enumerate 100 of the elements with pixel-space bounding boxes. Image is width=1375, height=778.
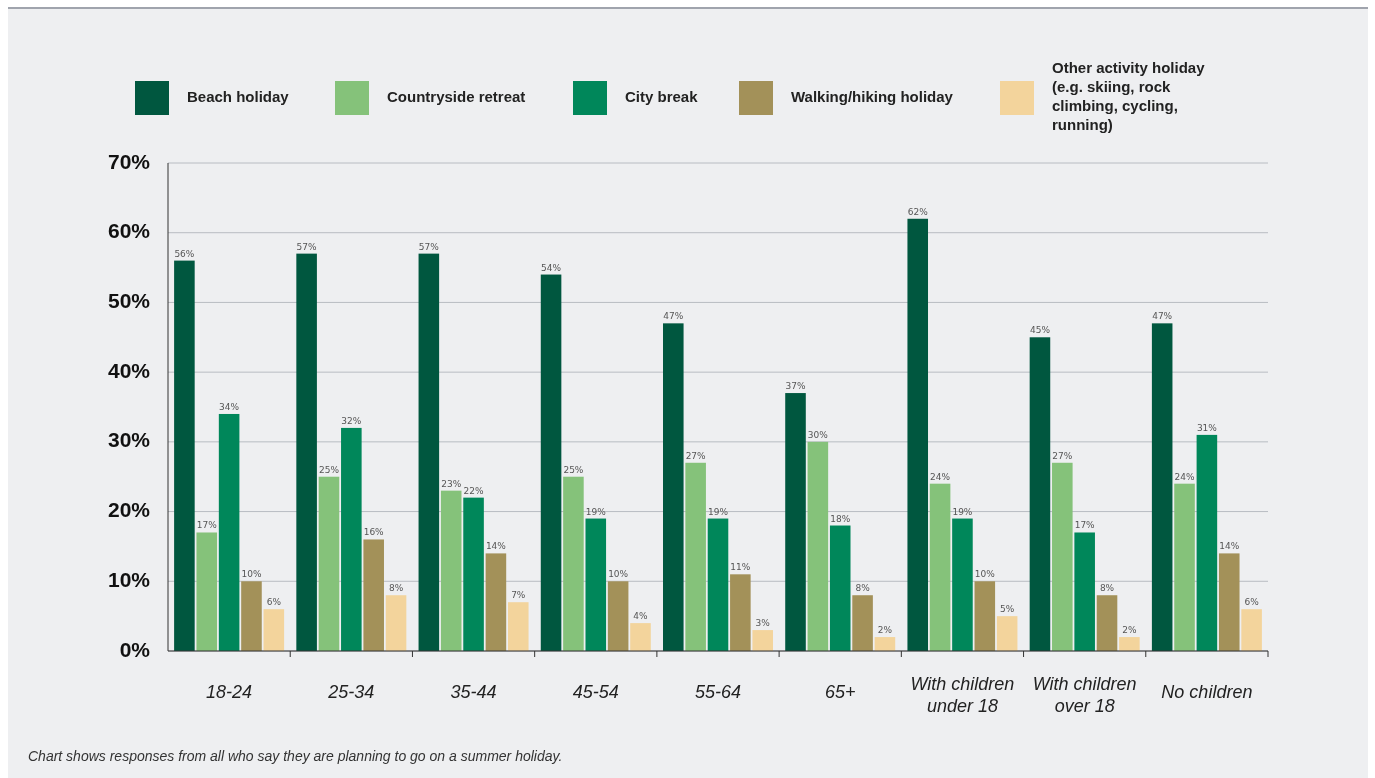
- data-label: 2%: [1122, 625, 1137, 636]
- bar: [463, 497, 484, 651]
- bar: [663, 323, 684, 651]
- data-label: 54%: [541, 262, 562, 273]
- data-label: 14%: [485, 541, 507, 552]
- data-label: 34%: [219, 401, 240, 412]
- data-label: 10%: [608, 569, 629, 580]
- data-label: 17%: [196, 520, 218, 531]
- bar: [929, 483, 951, 651]
- data-label: 19%: [952, 506, 973, 517]
- x-tick-label: With children over 18: [1032, 674, 1137, 716]
- bar: [1119, 637, 1140, 651]
- data-label: 57%: [418, 241, 440, 252]
- data-label: 32%: [341, 415, 362, 426]
- y-tick-label: 30%: [107, 428, 151, 452]
- bar: [385, 595, 407, 651]
- data-label: 24%: [930, 471, 951, 482]
- bar: [440, 490, 462, 651]
- legend-label: Countryside retreat: [387, 87, 526, 105]
- bar: [218, 413, 240, 651]
- y-tick-label: 20%: [107, 498, 151, 522]
- x-tick-label: 18-24: [206, 682, 253, 702]
- legend-label: City break: [625, 87, 699, 105]
- bar: [807, 441, 829, 651]
- data-label: 62%: [907, 206, 929, 217]
- data-label: 27%: [1052, 450, 1073, 461]
- bar: [607, 581, 629, 651]
- bar: [829, 525, 851, 651]
- data-label: 10%: [241, 569, 262, 580]
- data-label: 45%: [1029, 325, 1051, 336]
- data-label: 18%: [830, 513, 851, 524]
- bar: [874, 637, 896, 651]
- y-tick-label: 10%: [107, 567, 151, 591]
- bar: [418, 253, 440, 651]
- data-label: 17%: [1074, 520, 1096, 531]
- y-tick-label: 70%: [107, 149, 151, 173]
- bar: [507, 602, 529, 651]
- text: Chart shows responses from all who say they are planning to go on a summer holiday.: [28, 748, 563, 764]
- bar: [1196, 434, 1218, 651]
- data-label: 2%: [877, 625, 893, 636]
- data-label: 23%: [441, 478, 462, 489]
- data-label: 4%: [633, 611, 649, 622]
- data-label: 37%: [785, 381, 806, 392]
- bar: [752, 630, 773, 651]
- data-label: 31%: [1196, 422, 1218, 433]
- x-tick-label: With children under 18: [910, 674, 1015, 716]
- x-tick-label: 65+: [824, 682, 856, 702]
- data-label: 19%: [707, 506, 729, 517]
- bar: [1096, 595, 1118, 651]
- data-label: 56%: [174, 248, 195, 259]
- bar: [1174, 483, 1195, 651]
- data-label: 3%: [755, 618, 771, 629]
- bar: [1074, 532, 1095, 651]
- data-label: 8%: [1099, 583, 1115, 594]
- bar: [318, 476, 340, 651]
- data-label: 47%: [1152, 311, 1173, 322]
- legend-label: Other activity holiday (e.g. skiing, rock climbing, cycling, running): [1052, 59, 1206, 134]
- data-label: 8%: [855, 583, 871, 594]
- bar: [296, 253, 317, 651]
- bar: [174, 260, 195, 651]
- bar: [630, 623, 651, 651]
- bar: [341, 427, 362, 651]
- bar: [1151, 323, 1173, 651]
- bar: [241, 581, 262, 651]
- bar: [1029, 337, 1051, 651]
- bar: [785, 393, 806, 651]
- data-label: 47%: [663, 311, 684, 322]
- data-label: 25%: [318, 464, 340, 475]
- y-tick-label: 50%: [107, 288, 151, 312]
- x-tick-label: 45-54: [572, 682, 619, 702]
- x-tick-label: 25-34: [327, 682, 375, 702]
- bar: [1052, 462, 1073, 651]
- bar: [852, 595, 873, 651]
- bar: [540, 274, 562, 651]
- x-tick-label: 55-64: [694, 682, 742, 702]
- data-label: 16%: [363, 527, 385, 538]
- legend-label: Beach holiday: [187, 87, 290, 105]
- x-tick-label: No children: [1161, 682, 1253, 702]
- data-label: 6%: [266, 597, 282, 608]
- bar: [363, 539, 384, 651]
- bar: [1218, 553, 1240, 651]
- bar: [907, 218, 929, 651]
- y-tick-label: 60%: [107, 219, 151, 243]
- bar: [196, 532, 218, 651]
- bar: [585, 518, 607, 651]
- y-tick-label: 40%: [107, 358, 151, 382]
- bar: [996, 616, 1018, 651]
- data-label: 11%: [730, 562, 751, 573]
- data-label: 25%: [563, 464, 584, 475]
- bar: [952, 518, 973, 651]
- data-label: 30%: [807, 429, 829, 440]
- bar: [707, 518, 729, 651]
- bar: [730, 574, 751, 651]
- y-tick-label: 0%: [119, 637, 151, 661]
- x-tick-label: 35-44: [450, 682, 497, 702]
- bar: [685, 462, 706, 651]
- data-label: 27%: [685, 450, 707, 461]
- bar: [563, 476, 584, 651]
- bar: [485, 553, 507, 651]
- data-label: 6%: [1244, 597, 1260, 608]
